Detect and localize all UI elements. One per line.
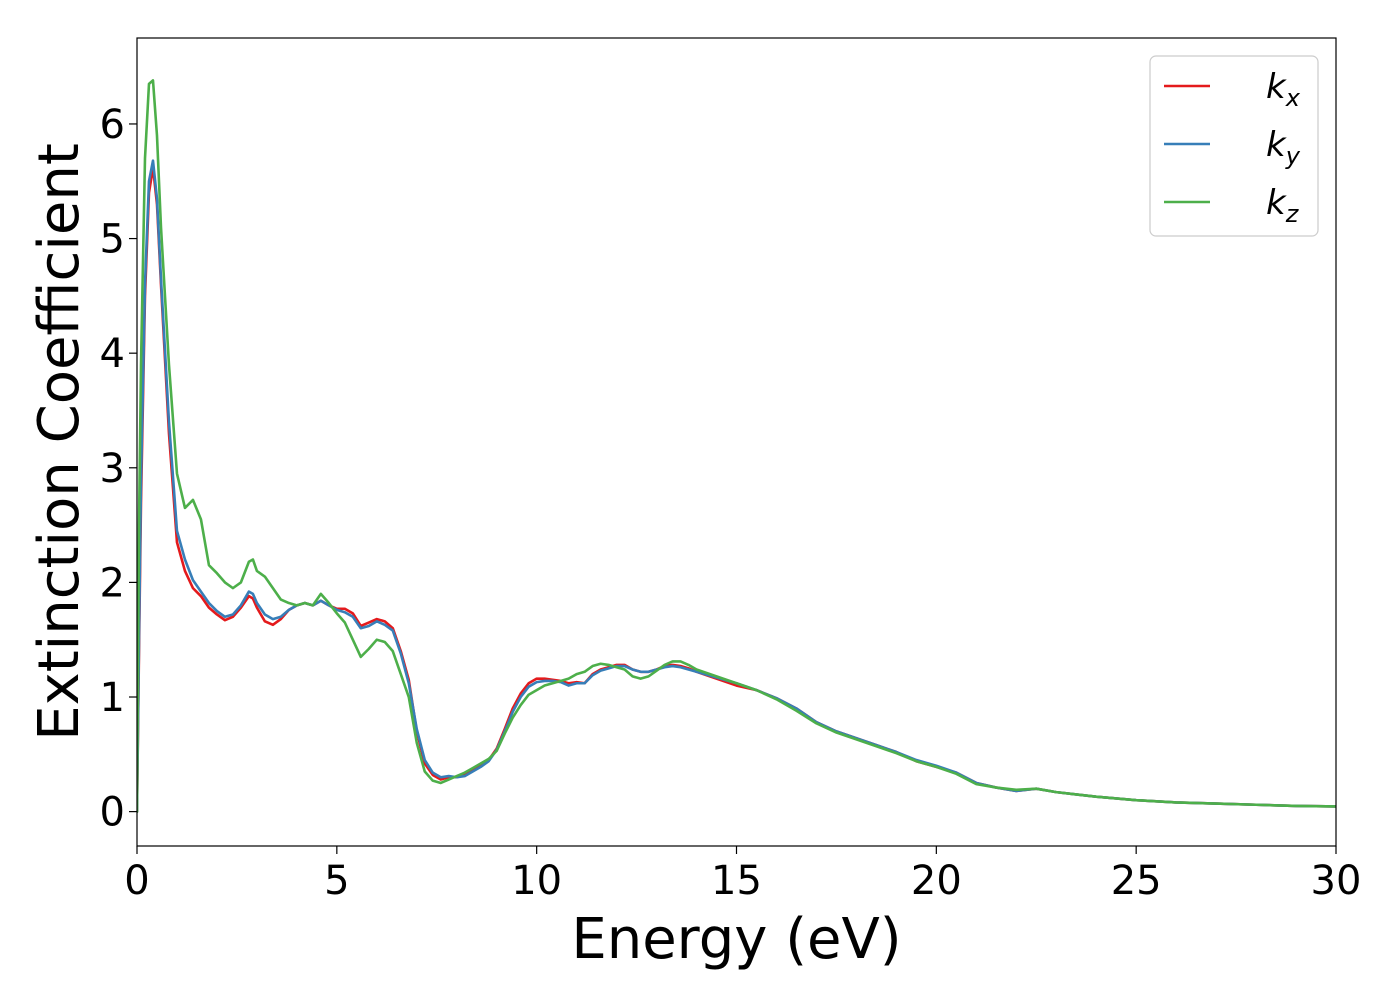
- legend-label-y: ky: [1266, 125, 1301, 170]
- y-axis-ticks: 0 1 2 3 4 5 6: [100, 102, 137, 836]
- y-tick-label: 0: [100, 790, 125, 836]
- y-tick-label: 6: [100, 102, 125, 148]
- x-tick-label: 20: [911, 858, 962, 904]
- y-tick-label: 3: [100, 446, 125, 492]
- series-layer: [137, 79, 1336, 813]
- x-tick-label: 25: [1111, 858, 1162, 904]
- legend: kx ky kz: [1149, 55, 1319, 237]
- x-tick-label: 15: [711, 858, 762, 904]
- x-axis-ticks: 0 5 10 15 20 25 30: [124, 846, 1361, 904]
- y-axis-label: Extinction Coefficient: [27, 143, 92, 741]
- x-tick-label: 5: [324, 858, 349, 904]
- series-line-x: [137, 166, 1336, 813]
- y-tick-label: 4: [100, 331, 125, 377]
- series-line-z: [137, 79, 1336, 813]
- x-axis-label: Energy (eV): [571, 907, 901, 972]
- x-tick-label: 30: [1311, 858, 1362, 904]
- legend-label-x: kx: [1266, 67, 1301, 112]
- legend-box: [1149, 55, 1319, 237]
- y-tick-label: 1: [100, 675, 125, 721]
- x-tick-label: 0: [124, 858, 149, 904]
- legend-label-z: kz: [1266, 183, 1300, 228]
- y-tick-label: 5: [100, 217, 125, 263]
- series-line-y: [137, 159, 1336, 813]
- x-tick-label: 10: [511, 858, 562, 904]
- plot-frame: [136, 37, 1337, 847]
- y-tick-label: 2: [100, 560, 125, 606]
